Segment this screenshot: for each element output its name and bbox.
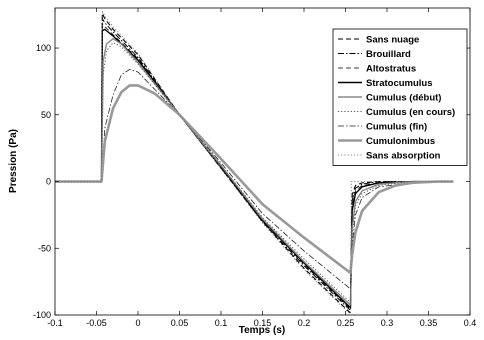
x-tick-label: 0.15 (254, 318, 272, 328)
legend: Sans nuage Brouillard Altostratus Stratocum… (332, 28, 468, 166)
y-tick-label: 0 (46, 177, 51, 187)
x-tick-label: -0.1 (47, 318, 63, 328)
legend-entry: Cumulus (début) (366, 93, 441, 104)
y-tick-label: 50 (41, 110, 51, 120)
legend-entry: Cumulus (fin) (366, 122, 427, 133)
x-tick-label: 0.3 (381, 318, 394, 328)
x-tick-label: 0.1 (215, 318, 228, 328)
legend-entry: Brouillard (366, 49, 411, 60)
y-tick-label: -100 (33, 310, 51, 320)
series-line-5 (55, 38, 454, 306)
y-axis-label: Pression (Pa) (8, 129, 19, 193)
y-tick-label: -50 (38, 243, 51, 253)
legend-entry: Sans absorption (366, 151, 441, 162)
x-tick-label: 0.25 (337, 318, 355, 328)
x-tick-label: 0 (135, 318, 140, 328)
series-line-4 (55, 28, 454, 308)
x-tick-label: 0.05 (171, 318, 189, 328)
x-axis-label: Temps (s) (239, 325, 286, 336)
x-tick-label: 0.35 (420, 318, 438, 328)
legend-entry: Sans nuage (366, 35, 419, 46)
x-tick-label: 0.4 (464, 318, 477, 328)
legend-entry: Cumulus (en cours) (366, 107, 455, 118)
series-line-9 (55, 10, 454, 315)
series-layer (55, 10, 454, 315)
legend-entry: Cumulonimbus (366, 136, 435, 147)
legend-entry: Altostratus (366, 64, 416, 75)
series-line-2 (55, 18, 454, 311)
series-line-8 (55, 84, 454, 274)
series-line-1 (55, 12, 454, 313)
legend-entry: Stratocumulus (366, 78, 433, 89)
ticks-layer: -0.1 -0.05 0 0.05 0.1 0.15 0.2 0.25 0.3 0.35 0.4 -1… (33, 8, 476, 328)
x-tick-label: -0.05 (86, 318, 107, 328)
y-tick-label: 100 (36, 43, 51, 53)
x-tick-label: 0.2 (298, 318, 311, 328)
